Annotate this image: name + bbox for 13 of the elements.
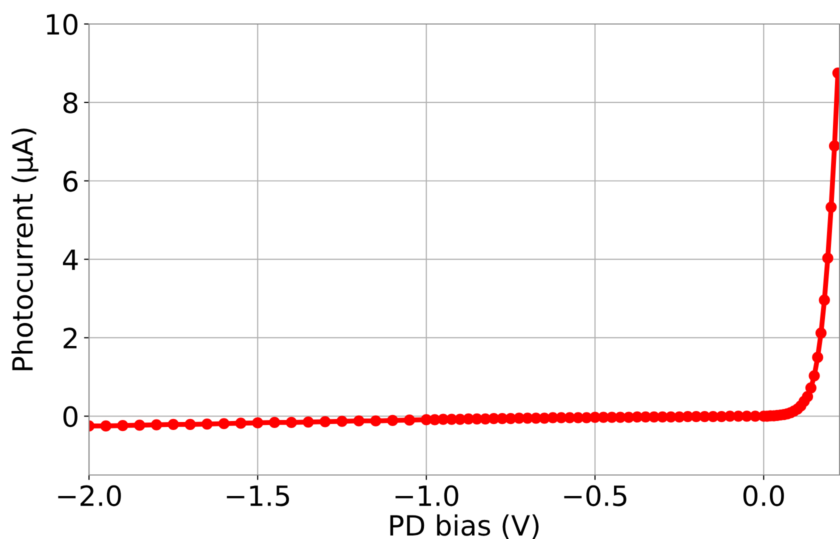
y-tick-label: 10 [46,14,78,35]
x-tick-label: −1.0 [396,485,458,506]
x-tick-label: −0.5 [564,485,626,506]
x-tick-label: −2.0 [58,485,121,506]
y-tick-label: 2 [64,328,76,348]
y-tick-label: 4 [62,250,78,270]
y-tick-label: 0 [63,406,78,428]
y-tick-label: 8 [63,92,78,114]
x-tick-label: 0.0 [743,485,784,506]
x-axis-title: PD bias (V) [390,514,539,539]
x-tick-label: −1.5 [226,486,289,506]
y-tick-label: 6 [64,170,78,192]
y-axis-title: Photocurrent (μA) [11,128,38,370]
